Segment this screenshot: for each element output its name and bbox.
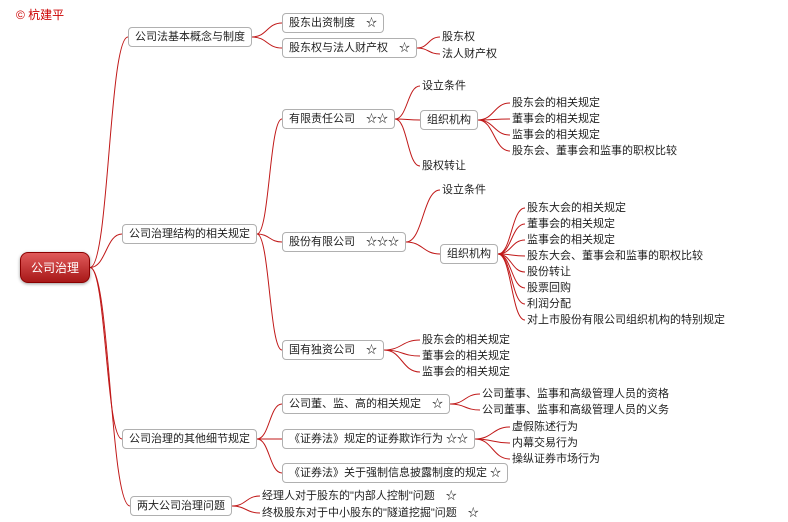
node-b3a[interactable]: 公司董、监、高的相关规定 ☆: [282, 394, 450, 414]
node-b2c3: 监事会的相关规定: [420, 364, 512, 380]
node-b2b[interactable]: 股份有限公司 ☆☆☆: [282, 232, 406, 252]
node-b2b2iv: 股东大会、董事会和监事的职权比较: [525, 248, 705, 264]
node-b2a2[interactable]: 组织机构: [420, 110, 478, 130]
node-b2c1: 股东会的相关规定: [420, 332, 512, 348]
node-b3a1: 公司董事、监事和高级管理人员的资格: [480, 386, 671, 402]
node-b2a[interactable]: 有限责任公司 ☆☆: [282, 109, 395, 129]
node-b2b2[interactable]: 组织机构: [440, 244, 498, 264]
node-b2a1: 设立条件: [420, 78, 468, 94]
node-b2a2iii: 监事会的相关规定: [510, 127, 602, 143]
node-b2b2viii: 对上市股份有限公司组织机构的特别规定: [525, 312, 727, 328]
node-b2c[interactable]: 国有独资公司 ☆: [282, 340, 384, 360]
node-b2b2vii: 利润分配: [525, 296, 573, 312]
node-b1b2: 法人财产权: [440, 46, 499, 62]
node-b2b2iii: 监事会的相关规定: [525, 232, 617, 248]
node-b2a2iv: 股东会、董事会和监事的职权比较: [510, 143, 679, 159]
node-b2a2i: 股东会的相关规定: [510, 95, 602, 111]
node-b2[interactable]: 公司治理结构的相关规定: [122, 224, 257, 244]
node-b2b1: 设立条件: [440, 182, 488, 198]
node-b3b3: 操纵证券市场行为: [510, 451, 602, 467]
root-node[interactable]: 公司治理: [20, 252, 90, 283]
node-b2b2v: 股份转让: [525, 264, 573, 280]
node-b3a2: 公司董事、监事和高级管理人员的义务: [480, 402, 671, 418]
node-b1b[interactable]: 股东权与法人财产权 ☆: [282, 38, 417, 58]
author-label: © 杭建平: [16, 6, 64, 23]
node-b3b[interactable]: 《证券法》规定的证券欺诈行为 ☆☆: [282, 429, 475, 449]
node-b1b1: 股东权: [440, 29, 477, 45]
node-b4a: 经理人对于股东的"内部人控制"问题 ☆: [260, 488, 459, 504]
node-b2a2ii: 董事会的相关规定: [510, 111, 602, 127]
node-b1[interactable]: 公司法基本概念与制度: [128, 27, 252, 47]
node-b2b2vi: 股票回购: [525, 280, 573, 296]
node-b4b: 终极股东对于中小股东的"隧道挖掘"问题 ☆: [260, 505, 481, 521]
node-b3c[interactable]: 《证券法》关于强制信息披露制度的规定 ☆: [282, 463, 508, 483]
node-b2b2ii: 董事会的相关规定: [525, 216, 617, 232]
node-b3b1: 虚假陈述行为: [510, 419, 580, 435]
node-b2b2i: 股东大会的相关规定: [525, 200, 628, 216]
node-b1a[interactable]: 股东出资制度 ☆: [282, 13, 384, 33]
node-b3[interactable]: 公司治理的其他细节规定: [122, 429, 257, 449]
node-b4[interactable]: 两大公司治理问题: [130, 496, 232, 516]
node-b3b2: 内幕交易行为: [510, 435, 580, 451]
node-b2a3: 股权转让: [420, 158, 468, 174]
node-b2c2: 董事会的相关规定: [420, 348, 512, 364]
